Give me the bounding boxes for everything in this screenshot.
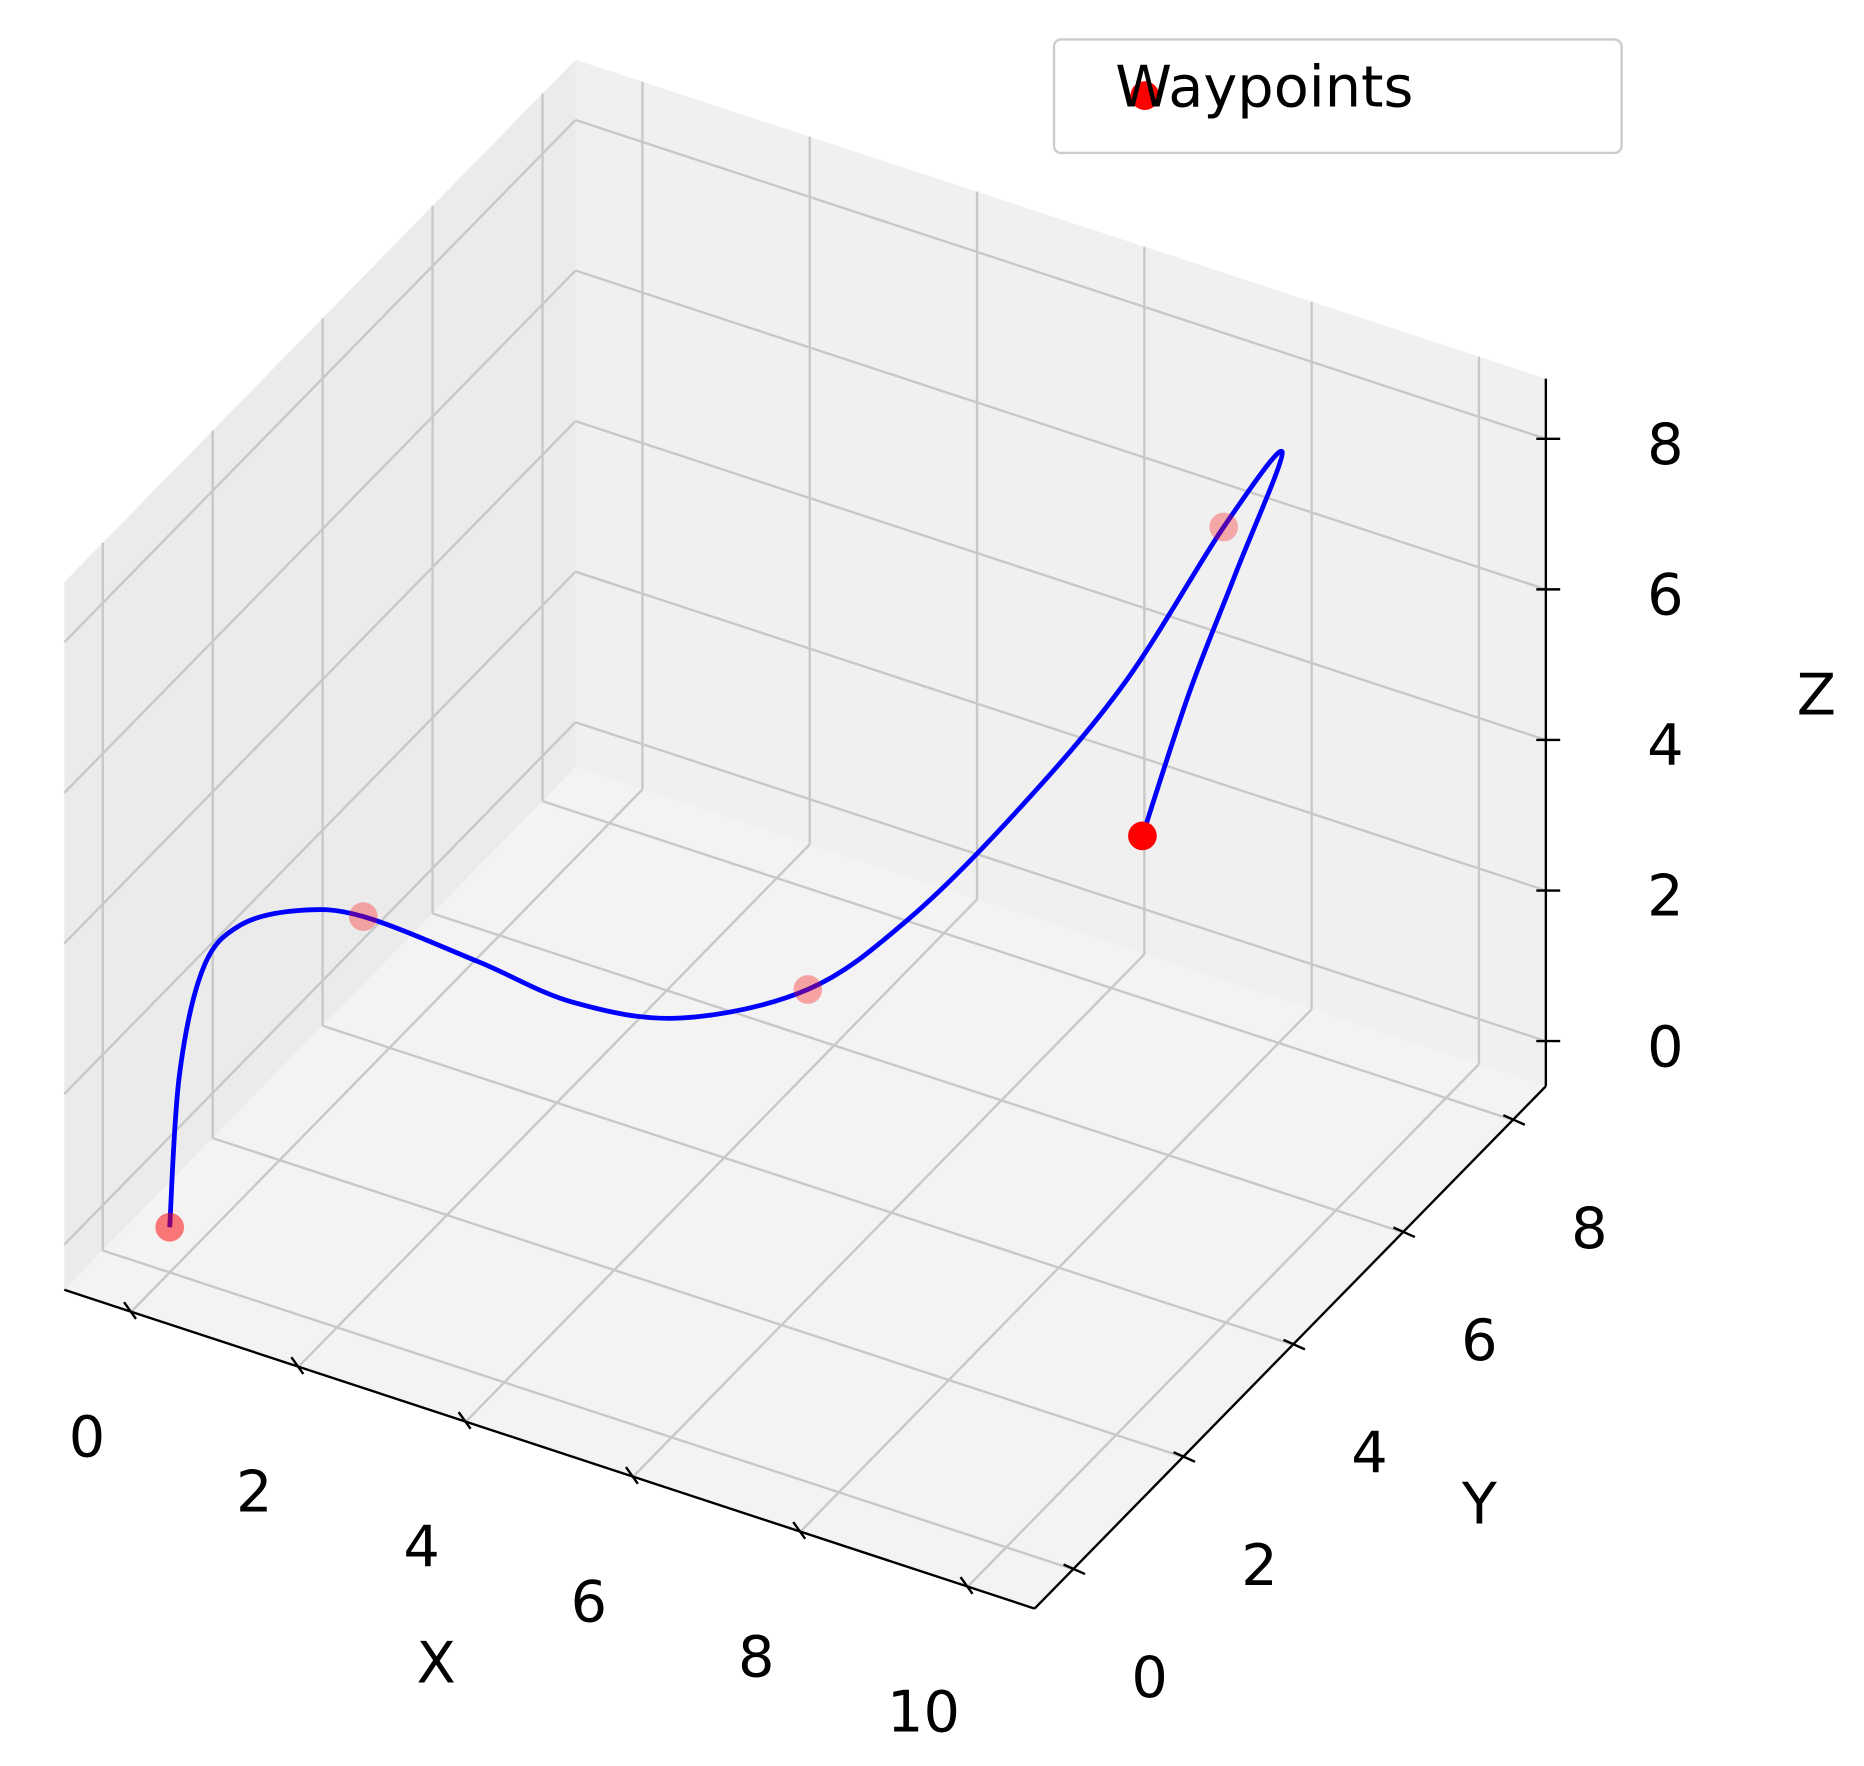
- x-axis: [63, 1288, 1036, 1610]
- grid-line: [212, 1136, 1184, 1459]
- tick-mark: [290, 1356, 305, 1375]
- grid-line: [799, 1008, 1313, 1533]
- grid-line: [63, 721, 577, 1246]
- waypoint: [1209, 512, 1239, 542]
- y-tick-label: 4: [1351, 1420, 1387, 1487]
- z-tick-label: 4: [1647, 712, 1683, 779]
- z-tick-label: 6: [1647, 562, 1683, 629]
- legend-marker: [1130, 81, 1160, 110]
- waypoint: [793, 975, 823, 1004]
- z-tick-label: 0: [1647, 1013, 1683, 1080]
- tick-mark: [123, 1301, 137, 1320]
- legend: Waypoints: [1052, 38, 1623, 155]
- grid-line: [432, 912, 1404, 1234]
- grid-line: [130, 788, 644, 1313]
- grid-line: [464, 898, 978, 1423]
- y-tick-label: 0: [1131, 1644, 1167, 1711]
- tick-mark: [959, 1576, 974, 1595]
- tick-mark: [792, 1521, 807, 1540]
- grid-line: [63, 420, 577, 945]
- pane-back: [575, 59, 1546, 1087]
- grid-line: [542, 799, 1514, 1122]
- grid-line: [63, 269, 577, 794]
- x-tick-label: 4: [403, 1513, 439, 1580]
- grid-line: [632, 953, 1146, 1478]
- z-axis-label: Z: [1797, 662, 1836, 729]
- legend-box: [1052, 38, 1623, 155]
- tick-mark: [1173, 1451, 1196, 1463]
- x-tick-label: 10: [887, 1678, 960, 1745]
- grid-line: [575, 721, 1547, 1043]
- tick-mark: [624, 1466, 639, 1485]
- grid-line: [63, 119, 577, 644]
- x-tick-label: 8: [738, 1623, 774, 1690]
- legend-label: Waypoints: [1115, 53, 1413, 120]
- grid-line: [575, 269, 1547, 591]
- waypoint: [1128, 821, 1157, 851]
- grid-line: [575, 419, 1547, 742]
- pane-floor: [64, 767, 1546, 1609]
- x-tick-label: 2: [236, 1458, 272, 1525]
- grid-line: [297, 843, 811, 1368]
- x-tick-label: 6: [571, 1568, 607, 1635]
- tick-mark: [457, 1411, 472, 1430]
- y-tick-label: 8: [1571, 1195, 1607, 1262]
- tick-mark: [1502, 1114, 1526, 1126]
- x-tick-label: 0: [69, 1403, 105, 1470]
- tick-mark: [1392, 1226, 1416, 1239]
- grid-line: [102, 1249, 1074, 1571]
- tick-mark: [1063, 1563, 1086, 1576]
- x-axis-label: X: [417, 1630, 456, 1697]
- y-axis: [1033, 1085, 1547, 1610]
- waypoint: [348, 902, 378, 931]
- grid-line: [575, 118, 1547, 440]
- y-tick-label: 6: [1461, 1307, 1497, 1374]
- y-tick-label: 2: [1241, 1532, 1277, 1599]
- tick-mark: [1282, 1338, 1306, 1351]
- curve: [167, 448, 1285, 1228]
- z-tick-label: 8: [1647, 411, 1683, 478]
- waypoint: [155, 1212, 185, 1242]
- grid-line: [322, 1024, 1294, 1346]
- grid-line: [63, 570, 577, 1095]
- grid-line: [575, 570, 1547, 892]
- plot-area: 0 2 4 6 8 10 0 2 4 6 8 0 2 4 6 8 X Y Z Waypoints: [63, 38, 1836, 1745]
- y-axis-label: Y: [1461, 1471, 1498, 1538]
- z-tick-label: 2: [1647, 863, 1683, 930]
- grid-line: [966, 1063, 1480, 1588]
- pane-left: [64, 59, 576, 1290]
